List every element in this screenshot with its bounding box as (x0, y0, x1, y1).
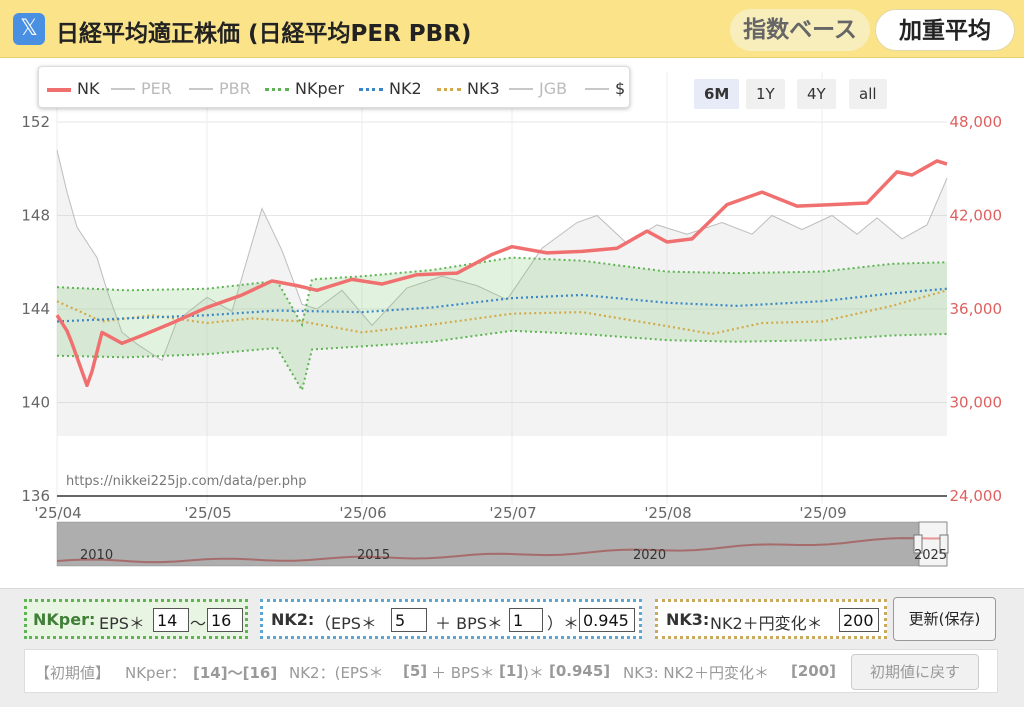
range-button-4y[interactable]: 4Y (797, 79, 836, 109)
nk2-label: NK2: (271, 610, 315, 629)
nk2-multiplier-input[interactable] (579, 608, 635, 632)
navigator-year-label: 2025 (914, 548, 947, 563)
nk3-settings: NK3: NK2＋円変化＊ (655, 599, 887, 639)
navigator-year-label: 2020 (633, 548, 666, 563)
default-nk3-value: [200] (791, 662, 837, 680)
default-nk2-bps: [1] (499, 662, 524, 680)
nkper-from-input[interactable] (153, 608, 189, 632)
nk3-value-input[interactable] (839, 608, 879, 632)
navigator-line (56, 537, 948, 564)
nkper-band (57, 257, 947, 391)
nk2-bps-input[interactable] (509, 608, 543, 632)
nk3-text: NK2＋円変化＊ (710, 614, 823, 633)
y-left-tick-label: 140 (21, 394, 50, 412)
defaults-title: 【初期値】 (35, 664, 111, 682)
legend-label: $ (615, 79, 626, 98)
nk2-close-text: ）＊ (547, 614, 580, 633)
x-tick-label: '25/06 (339, 504, 386, 522)
dollar-line (56, 149, 948, 362)
legend-swatch (47, 88, 71, 92)
y-right-tick-label: 36,000 (950, 300, 1003, 318)
legend-swatch (359, 88, 383, 91)
default-nkper-value: [14]〜[16] (193, 664, 278, 682)
legend-label: NK3 (467, 79, 500, 98)
watermark-url: https://nikkei225jp.com/data/per.php (66, 474, 307, 489)
nkper-to-input[interactable] (207, 608, 243, 632)
nkper-eps-text: EPS＊ (99, 614, 145, 633)
legend-label: NKper (295, 79, 345, 98)
y-left-tick-label: 152 (21, 113, 50, 131)
default-nk2-label: NK2：(EPS＊ (289, 664, 384, 682)
default-nk3-label: NK3: NK2＋円変化＊ (623, 664, 770, 682)
weighted-average-button[interactable]: 加重平均 (875, 9, 1015, 51)
nk3-label: NK3: (666, 610, 710, 629)
legend-swatch (189, 88, 213, 90)
navigator-year-label: 2010 (80, 548, 113, 563)
x-tick-label: '25/05 (184, 504, 231, 522)
nkper-separator: 〜 (190, 614, 207, 633)
default-nkper-label: NKper： (125, 664, 186, 682)
nkper-settings: NKper: EPS＊ 〜 (24, 599, 248, 639)
y-left-tick-label: 144 (21, 300, 50, 318)
legend-label: NK2 (389, 79, 422, 98)
navigator-year-label: 2015 (357, 548, 390, 563)
y-right-tick-label: 24,000 (950, 487, 1003, 505)
legend-swatch (585, 88, 609, 90)
chart-legend: NK PER PBR NKper NK2 NK3 JGB $ (38, 66, 630, 108)
y-right-tick-label: 30,000 (950, 394, 1003, 412)
nkper-label: NKper: (33, 610, 96, 629)
nk2-line (56, 287, 948, 323)
x-tick-label: '25/08 (644, 504, 691, 522)
index-base-button[interactable]: 指数ベース (730, 9, 870, 51)
legend-label: JGB (539, 79, 568, 98)
nk-line (55, 159, 948, 388)
chart: 136 140 144 148 152 24,000 30,000 36,000 42,000 4… (21, 72, 1003, 567)
reset-defaults-button[interactable]: 初期値に戻す (851, 654, 979, 690)
nk2-eps-input[interactable] (391, 608, 427, 632)
x-logo-icon[interactable]: 𝕏 (13, 13, 45, 45)
legend-label: NK (77, 79, 100, 98)
settings-panel: NKper: EPS＊ 〜 NK2: （EPS＊ ＋ BPS＊ ）＊ NK3: … (0, 588, 1024, 707)
y-left-tick-label: 136 (21, 487, 50, 505)
default-nk2-close: )＊ (523, 664, 544, 682)
nkper-low-line (56, 329, 948, 393)
default-nk2-plus: ＋ BPS＊ (431, 664, 495, 682)
legend-swatch (265, 88, 289, 91)
navigator-handle-right[interactable] (939, 534, 949, 554)
x-tick-label: '25/04 (34, 504, 81, 522)
legend-swatch (437, 88, 461, 91)
range-button-1y[interactable]: 1Y (746, 79, 785, 109)
range-button-all[interactable]: all (849, 79, 887, 109)
y-right-tick-label: 48,000 (950, 113, 1003, 131)
dollar-area (57, 150, 947, 437)
x-tick-label: '25/07 (489, 504, 536, 522)
y-right-tick-label: 42,000 (950, 207, 1003, 225)
default-nk2-multiplier: [0.945] (549, 662, 611, 680)
update-save-button[interactable]: 更新(保存) (893, 597, 996, 641)
legend-label: PER (141, 79, 172, 98)
legend-swatch (509, 88, 533, 90)
nk2-open-text: （EPS＊ (315, 614, 377, 633)
navigator-handle-left[interactable] (913, 534, 923, 554)
nkper-high-line (56, 256, 948, 328)
range-button-6m[interactable]: 6M (694, 79, 740, 109)
legend-label: PBR (219, 79, 251, 98)
nk3-line (56, 289, 948, 336)
page-title: 日経平均適正株価 (日経平均PER PBR) (56, 21, 472, 47)
default-values-bar: 【初期値】 NKper： [14]〜[16] NK2：(EPS＊ [5] ＋ B… (24, 649, 998, 693)
header-bar: 𝕏 日経平均適正株価 (日経平均PER PBR) 指数ベース 加重平均 (0, 0, 1024, 58)
y-left-tick-label: 148 (21, 207, 50, 225)
x-tick-label: '25/09 (799, 504, 846, 522)
nk2-plus-text: ＋ BPS＊ (435, 614, 503, 633)
default-nk2-eps: [5] (403, 662, 428, 680)
nk2-settings: NK2: （EPS＊ ＋ BPS＊ ）＊ (260, 599, 642, 639)
plot-background (57, 72, 947, 496)
legend-swatch (111, 88, 135, 90)
navigator-mask (57, 522, 919, 566)
